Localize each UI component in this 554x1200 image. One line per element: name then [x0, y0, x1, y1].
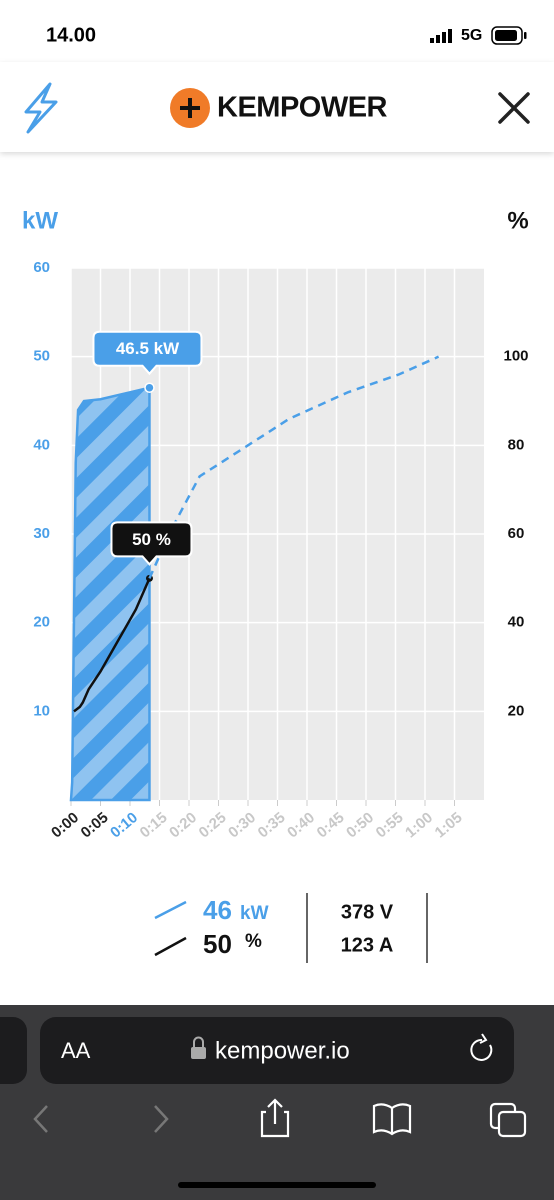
y2-axis-label: % [507, 207, 528, 234]
share[interactable] [260, 1098, 290, 1138]
legend-icon [154, 900, 187, 920]
reload[interactable] [470, 1033, 493, 1061]
y-tick-label: 60 [33, 259, 50, 276]
soc-tooltip-text: 50 % [132, 530, 171, 549]
logo-plus [180, 98, 200, 118]
power-readout: 46 [203, 895, 232, 925]
y2-tick-label: 60 [508, 525, 525, 542]
signal [430, 29, 452, 43]
projection-line [148, 355, 440, 579]
power-area [69, 386, 151, 802]
y-tick-label: 30 [33, 525, 50, 542]
y-axis-label: kW [22, 207, 58, 234]
home-indicator [178, 1182, 376, 1188]
soc-line [73, 577, 151, 713]
y-tick-label: 40 [33, 436, 50, 453]
network: 5G [461, 27, 482, 44]
time: 14.00 [46, 24, 96, 46]
battery [491, 26, 527, 45]
close-button[interactable] [498, 92, 530, 124]
soc-readout: 50 [203, 929, 232, 959]
y-tick-label: 20 [33, 614, 50, 631]
back[interactable] [33, 1105, 48, 1133]
y2-tick-label: 20 [508, 702, 525, 719]
power-tooltip-text: 46.5 kW [116, 339, 180, 358]
lock-icon [191, 1036, 206, 1059]
menu-icon[interactable] [24, 82, 58, 134]
address-bar[interactable] [40, 1017, 514, 1084]
power-point [144, 382, 155, 393]
text-size-button[interactable]: AA [61, 1038, 91, 1063]
y2-tick-label: 100 [503, 348, 528, 365]
current: 123 A [341, 934, 394, 956]
legend-unit: kW [240, 903, 269, 924]
forward[interactable] [154, 1105, 169, 1133]
header [0, 62, 554, 152]
voltage: 378 V [341, 901, 394, 923]
soc-tooltip [110, 521, 193, 566]
y-tick-label: 50 [33, 348, 50, 365]
tabs[interactable] [489, 1102, 527, 1138]
legend-unit: % [245, 931, 262, 952]
y-tick-label: 10 [33, 702, 50, 719]
legend-icon [154, 936, 187, 957]
y2-tick-label: 80 [508, 436, 525, 453]
y2-tick-label: 40 [508, 614, 525, 631]
bookmarks[interactable] [372, 1103, 412, 1136]
prev-tab[interactable] [0, 1017, 27, 1084]
brand: KEMPOWER [217, 92, 388, 124]
power-tooltip [92, 330, 203, 376]
url[interactable]: kempower.io [215, 1037, 350, 1064]
